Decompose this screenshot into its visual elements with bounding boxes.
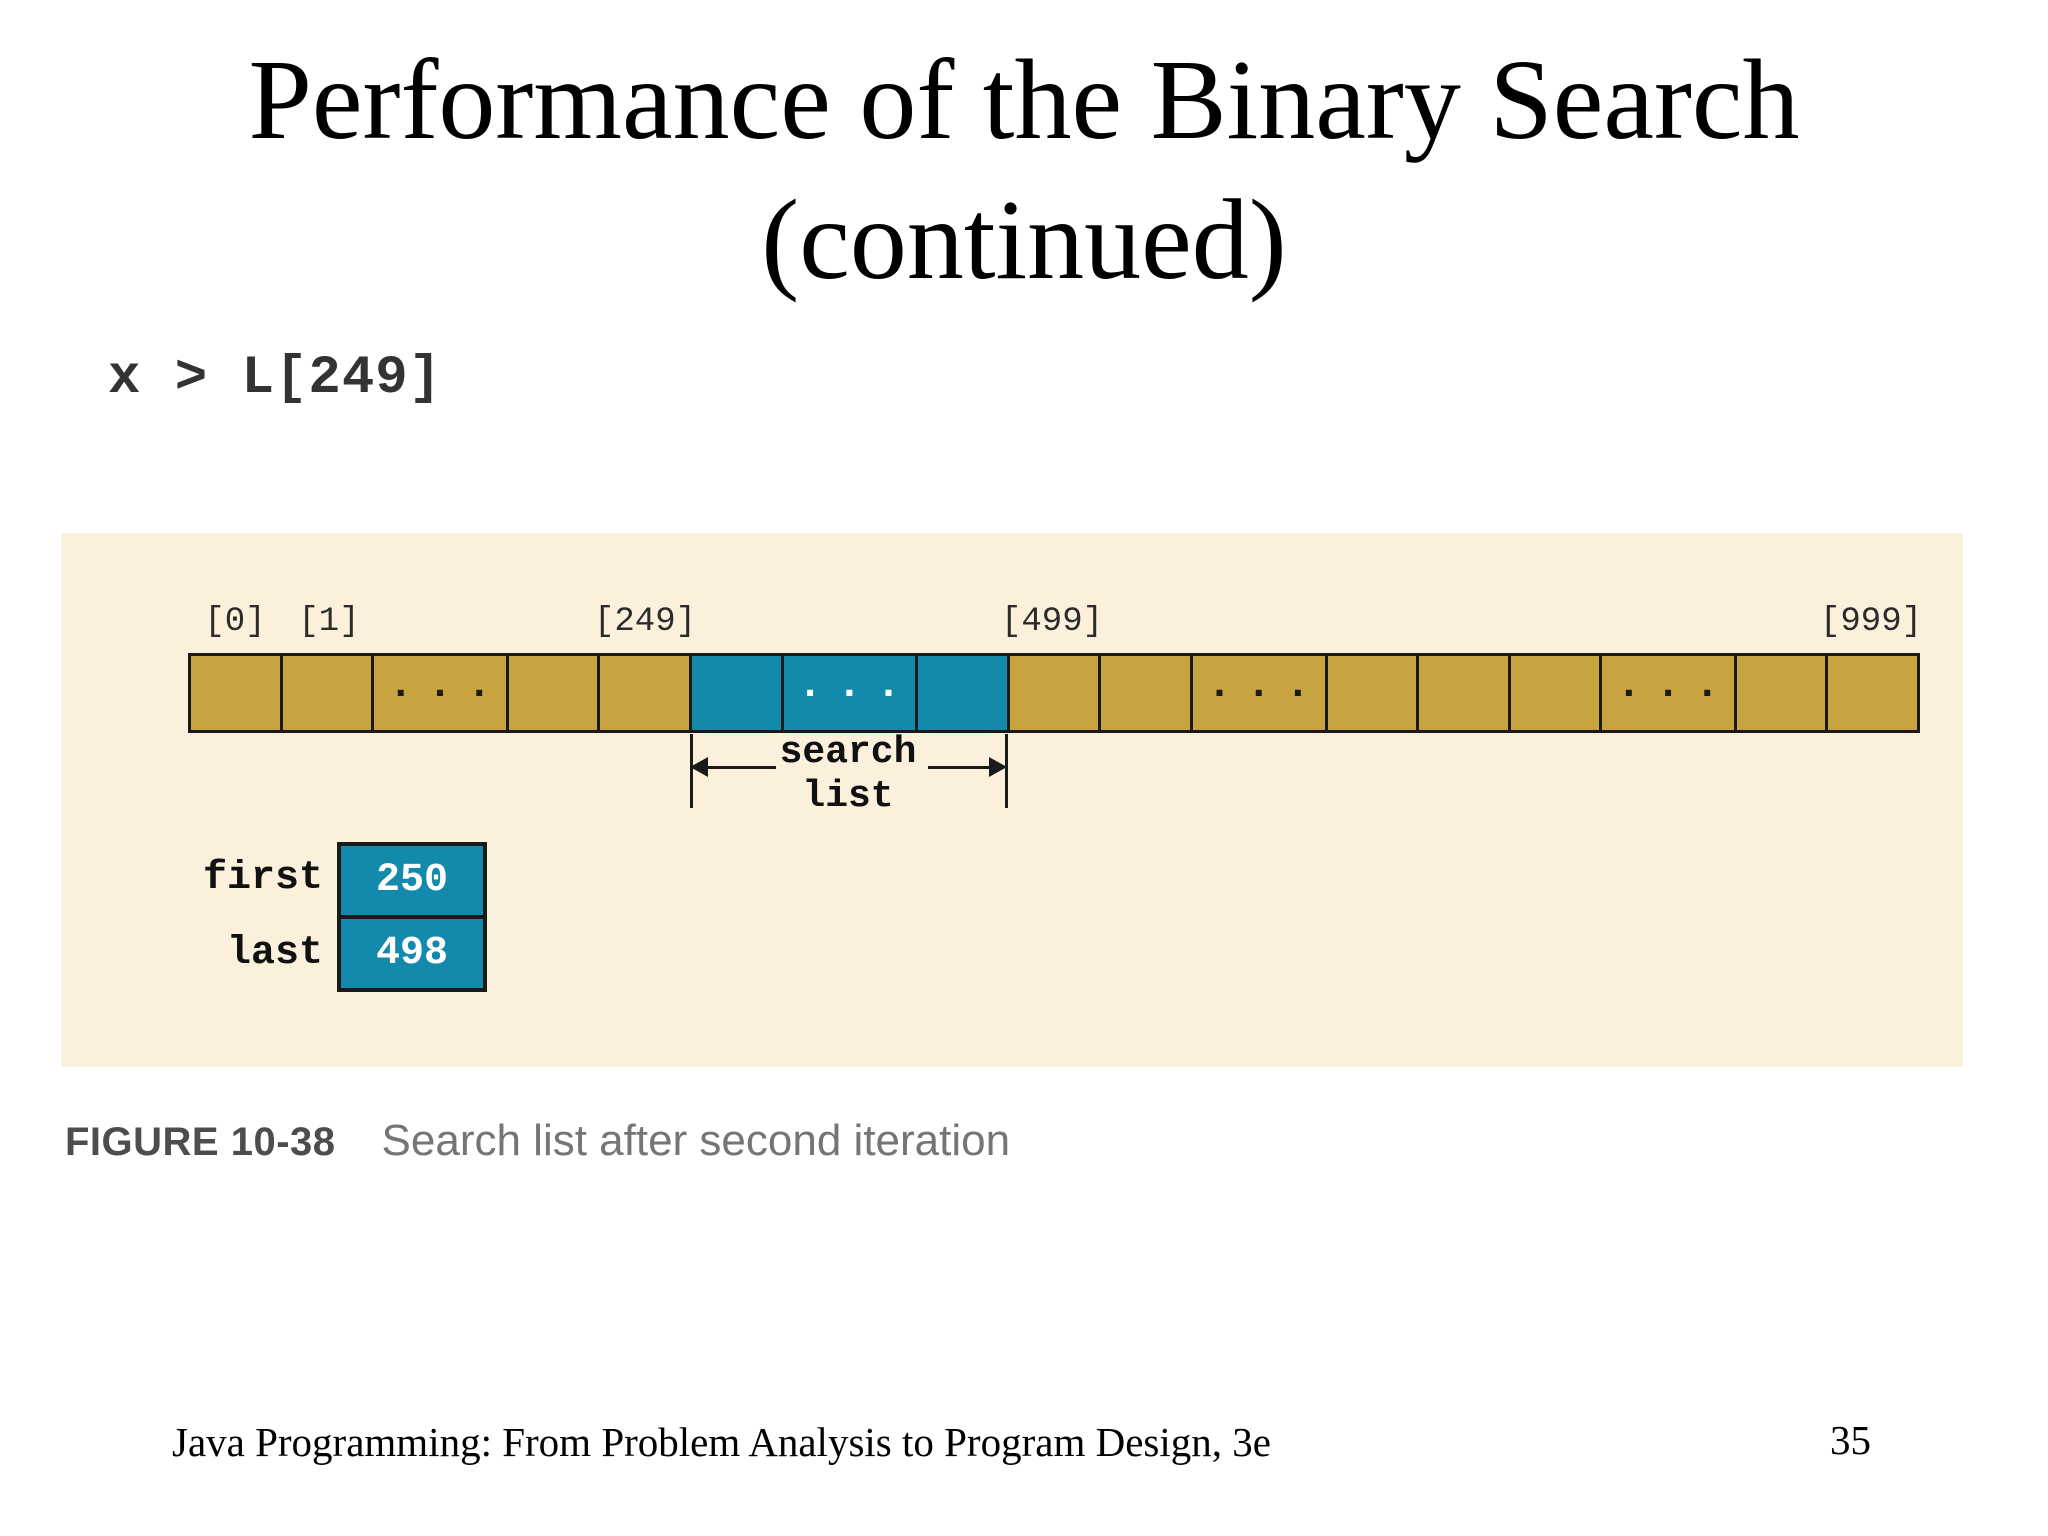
array-cell-teal (691, 656, 784, 730)
variable-name-last: last (226, 931, 323, 976)
figure-caption: FIGURE 10-38 Search list after second it… (65, 1116, 1010, 1166)
title-line-2: (continued) (761, 176, 1287, 303)
left-arrow-icon (690, 757, 708, 777)
array-cell-gold (282, 656, 375, 730)
array-cell-gold-ellipsis: ... (1602, 656, 1737, 730)
footer-book-title: Java Programming: From Problem Analysis … (172, 1419, 1271, 1465)
array-cell-gold (1736, 656, 1829, 730)
variable-value-first: 250 (341, 846, 483, 919)
array-index-label: [249] (593, 603, 697, 641)
array-cell-gold-ellipsis: ... (1192, 656, 1328, 730)
search-list-label-line2: list (802, 775, 894, 818)
array-row: ............ (188, 653, 1920, 733)
right-arrow-icon (989, 757, 1007, 777)
left-arrow-line (702, 766, 776, 769)
array-index-label: [499] (1000, 603, 1104, 641)
page-title: Performance of the Binary Search (contin… (0, 30, 2048, 310)
array-cell-gold-ellipsis: ... (374, 656, 509, 730)
array-cell-gold (1510, 656, 1603, 730)
array-cell-gold (1419, 656, 1511, 730)
array-index-label: [999] (1819, 603, 1923, 641)
array-cell-gold (508, 656, 601, 730)
page-number: 35 (1830, 1417, 1871, 1463)
right-arrow-line (928, 766, 998, 769)
array-cell-gold (600, 656, 692, 730)
title-line-1: Performance of the Binary Search (248, 36, 1800, 163)
array-cell-gold (1327, 656, 1420, 730)
array-index-label: [1] (298, 603, 360, 641)
search-list-label-line1: search (779, 731, 917, 774)
array-cell-gold (1009, 656, 1102, 730)
variable-name-first: first (202, 856, 323, 901)
code-expression: x > L[249] (108, 348, 443, 409)
array-cell-teal (918, 656, 1010, 730)
figure-caption-label: FIGURE 10-38 (65, 1120, 336, 1164)
array-index-label: [0] (204, 603, 266, 641)
variable-value-last: 498 (375, 931, 448, 976)
array-cell-gold (1828, 656, 1918, 730)
array-cell-gold (191, 656, 283, 730)
array-cell-teal-ellipsis: ... (783, 656, 919, 730)
variable-boxes: 250 498 (337, 842, 487, 992)
array-cell-gold (1101, 656, 1193, 730)
figure-caption-text: Search list after second iteration (381, 1116, 1011, 1165)
